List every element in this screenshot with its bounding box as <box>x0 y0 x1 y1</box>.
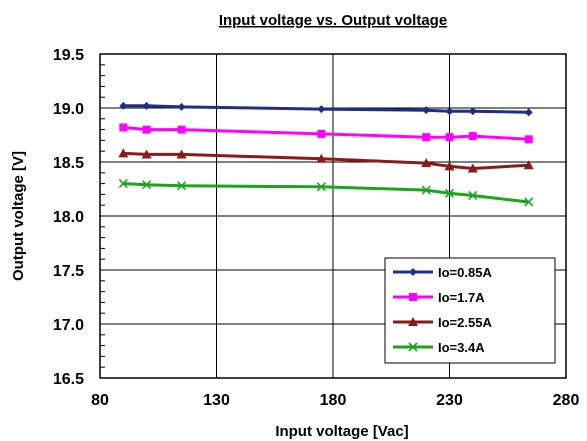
legend-item: Io=0.85A <box>393 265 492 280</box>
data-point <box>524 197 534 207</box>
data-point <box>142 101 151 110</box>
data-point <box>177 102 186 111</box>
x-tick-label: 80 <box>91 392 109 409</box>
data-point <box>421 185 431 195</box>
legend-marker <box>408 342 418 352</box>
data-point <box>142 180 152 190</box>
y-axis-label: Output voltage [V] <box>10 151 27 281</box>
series-io-1-7a <box>119 123 533 144</box>
x-tick-label: 130 <box>203 392 230 409</box>
x-tick-label: 180 <box>320 392 347 409</box>
data-point <box>524 135 533 144</box>
data-point <box>176 149 187 159</box>
data-point <box>445 133 454 142</box>
data-point <box>445 107 454 116</box>
legend-item: Io=3.4A <box>393 340 485 355</box>
data-point <box>468 132 477 141</box>
data-point <box>316 182 326 192</box>
data-point <box>142 125 151 134</box>
series-io-3-4a <box>118 179 534 207</box>
data-point <box>524 108 533 117</box>
data-point <box>176 181 187 191</box>
y-tick-label: 17.5 <box>53 263 84 280</box>
data-point <box>421 158 432 168</box>
x-tick-label: 230 <box>436 392 463 409</box>
series-io-0-85a <box>119 101 533 117</box>
y-tick-label: 19.0 <box>53 101 84 118</box>
data-point <box>444 188 455 198</box>
data-point <box>523 160 534 170</box>
data-point <box>468 107 477 116</box>
data-point <box>444 161 455 171</box>
legend-label: Io=1.7A <box>438 290 485 305</box>
data-point <box>468 190 478 201</box>
y-tick-label: 18.5 <box>53 155 84 172</box>
chart-title: Input voltage vs. Output voltage <box>219 12 447 29</box>
legend-marker <box>409 293 417 301</box>
y-tick-label: 19.5 <box>53 47 84 64</box>
legend-item: Io=2.55A <box>393 315 492 330</box>
x-tick-label: 280 <box>553 392 580 409</box>
series-io-2-55a <box>118 148 534 173</box>
legend-marker <box>408 317 418 326</box>
legend: Io=0.85A Io=1.7A Io=2.55A Io=3.4A <box>384 257 556 364</box>
legend-label: Io=0.85A <box>438 265 492 280</box>
data-point <box>317 105 326 114</box>
data-point <box>119 101 128 110</box>
x-axis-label: Input voltage [Vac] <box>275 423 408 440</box>
data-point <box>422 106 431 115</box>
series-line <box>123 182 529 204</box>
y-tick-label: 17.0 <box>53 317 84 334</box>
axis-ticks: 16.5 17.0 17.5 18.0 18.5 19.0 19.5 80 130 180 230 2… <box>53 47 580 409</box>
data-point <box>422 133 431 142</box>
legend-label: Io=3.4A <box>438 340 485 355</box>
legend-marker <box>409 268 417 276</box>
data-point <box>119 123 128 132</box>
legend-item: Io=1.7A <box>393 290 485 305</box>
data-point <box>317 129 326 138</box>
data-point <box>467 163 478 173</box>
series-group <box>118 101 534 207</box>
y-tick-label: 18.0 <box>53 209 84 226</box>
data-point <box>118 179 128 189</box>
data-point <box>141 149 152 159</box>
data-point <box>316 153 327 163</box>
data-point <box>118 148 129 158</box>
y-tick-label: 16.5 <box>53 371 84 388</box>
series-line <box>123 151 529 171</box>
legend-label: Io=2.55A <box>438 315 492 330</box>
data-point <box>177 125 186 134</box>
